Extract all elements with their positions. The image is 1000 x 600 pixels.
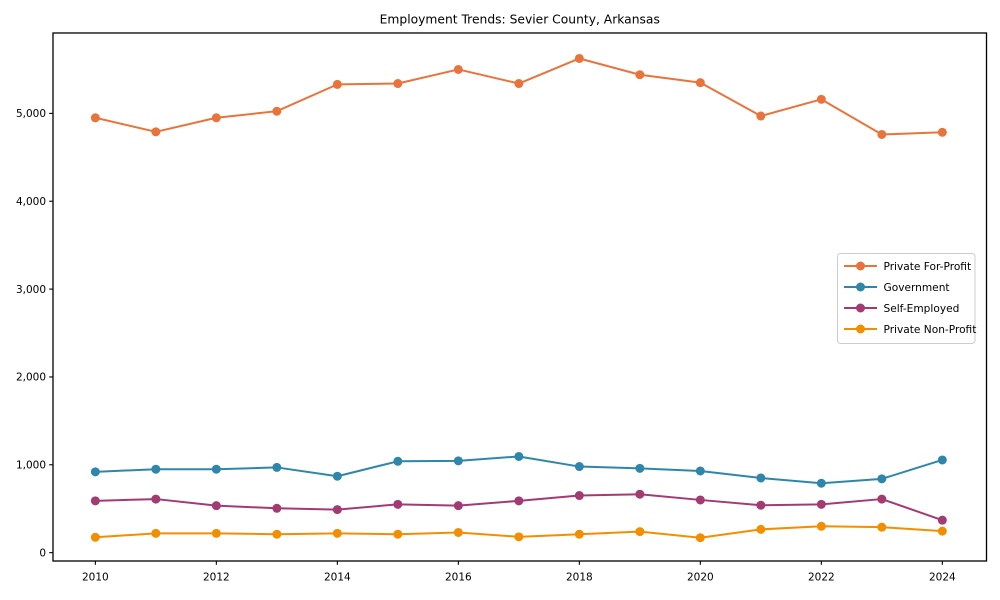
legend-marker [856,261,865,271]
x-tick-label: 2024 [929,572,956,584]
data-point [756,111,766,121]
data-point [937,455,947,465]
data-point [332,528,342,538]
data-point [877,522,887,532]
legend-item-government: Government [844,282,950,294]
x-tick-label: 2012 [203,572,230,584]
data-point [816,94,826,104]
x-tick-label: 2020 [687,572,714,584]
y-tick-label: 5,000 [16,108,46,120]
data-point [211,464,221,474]
data-point [272,503,282,513]
legend-item-self-employed: Self-Employed [844,303,959,315]
legend-label: Private Non-Profit [884,324,977,336]
legend-label: Self-Employed [884,303,960,315]
data-point [514,79,524,89]
data-point [816,499,826,509]
data-point [211,113,221,123]
data-point [151,464,161,474]
data-point [151,127,161,137]
data-point [393,529,403,539]
legend-box [837,253,976,344]
data-point [332,505,342,515]
legend-marker [856,282,865,292]
x-tick-label: 2016 [445,572,472,584]
data-point [453,64,463,74]
data-point [453,527,463,537]
data-point [635,527,645,537]
data-point [574,462,584,472]
data-point [90,113,100,123]
data-point [635,489,645,499]
data-point [514,496,524,506]
data-point [574,53,584,63]
data-point [151,494,161,504]
legend-label: Government [884,282,950,294]
data-point [90,467,100,477]
series-self-employed [90,489,947,525]
data-point [695,466,705,476]
data-point [635,463,645,473]
plot-border [52,32,988,562]
data-point [453,501,463,511]
data-point [695,495,705,505]
chart-title: Employment Trends: Sevier County, Arkans… [380,13,660,27]
series-private-non-profit [90,521,947,543]
y-tick-label: 3,000 [16,284,46,296]
data-point [393,79,403,89]
data-point [816,478,826,488]
data-point [756,500,766,510]
legend: Private For-Profit Government Self-Employe… [837,253,976,344]
data-point [272,529,282,539]
data-point [514,451,524,461]
data-point [151,528,161,538]
data-point [393,456,403,466]
data-point [393,499,403,509]
series-line [94,57,944,136]
legend-item-private-non-profit: Private Non-Profit [844,324,976,336]
data-point [695,533,705,543]
data-point [877,494,887,504]
data-point [937,515,947,525]
y-tick-label: 1,000 [16,460,46,472]
y-tick-label: 4,000 [16,196,46,208]
data-point [816,521,826,531]
data-point [211,501,221,511]
data-point [635,70,645,80]
x-tick-label: 2010 [82,572,109,584]
data-point [272,106,282,116]
data-point [877,129,887,139]
y-tick-label: 0 [39,547,46,559]
data-point [90,532,100,542]
data-point [574,529,584,539]
x-tick-label: 2022 [808,572,835,584]
legend-marker [856,303,865,313]
series-government [90,451,947,488]
data-point [332,79,342,89]
data-point [574,491,584,501]
data-point [514,532,524,542]
series-private-for-profit [90,53,947,139]
legend-label: Private For-Profit [884,261,972,273]
data-point [756,473,766,483]
data-point [937,526,947,536]
data-point [90,496,100,506]
y-tick-label: 2,000 [16,372,46,384]
data-point [272,462,282,472]
data-point [332,471,342,481]
legend-marker [856,324,865,334]
data-point [937,127,947,137]
data-point [877,474,887,484]
x-tick-label: 2014 [324,572,351,584]
data-point [453,456,463,466]
x-tick-label: 2018 [566,572,593,584]
data-point [695,78,705,88]
data-point [211,528,221,538]
data-point [756,524,766,534]
legend-item-private-for-profit: Private For-Profit [844,261,971,273]
